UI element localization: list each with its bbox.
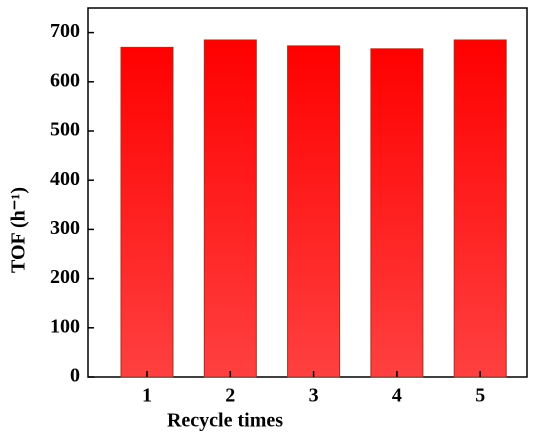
bar bbox=[203, 39, 257, 378]
bar bbox=[453, 39, 507, 378]
y-tick-label: 200 bbox=[50, 266, 80, 288]
y-tick-label: 600 bbox=[50, 69, 80, 91]
bar bbox=[287, 45, 341, 378]
y-axis-label: TOF (h⁻¹) bbox=[8, 187, 30, 273]
y-tick-label: 400 bbox=[50, 168, 80, 190]
x-tick-label: 1 bbox=[142, 385, 152, 407]
x-tick-label: 5 bbox=[475, 385, 485, 407]
x-tick-label: 2 bbox=[225, 385, 235, 407]
x-axis-label: Recycle times bbox=[167, 410, 283, 432]
y-tick-label: 0 bbox=[70, 365, 80, 387]
x-tick-label: 3 bbox=[309, 385, 319, 407]
bar bbox=[370, 48, 424, 378]
y-tick-label: 700 bbox=[50, 20, 80, 42]
y-tick-label: 500 bbox=[50, 119, 80, 141]
x-tick-label: 4 bbox=[392, 385, 402, 407]
y-tick-label: 100 bbox=[50, 315, 80, 337]
y-tick-label: 300 bbox=[50, 217, 80, 239]
bar bbox=[120, 46, 174, 378]
